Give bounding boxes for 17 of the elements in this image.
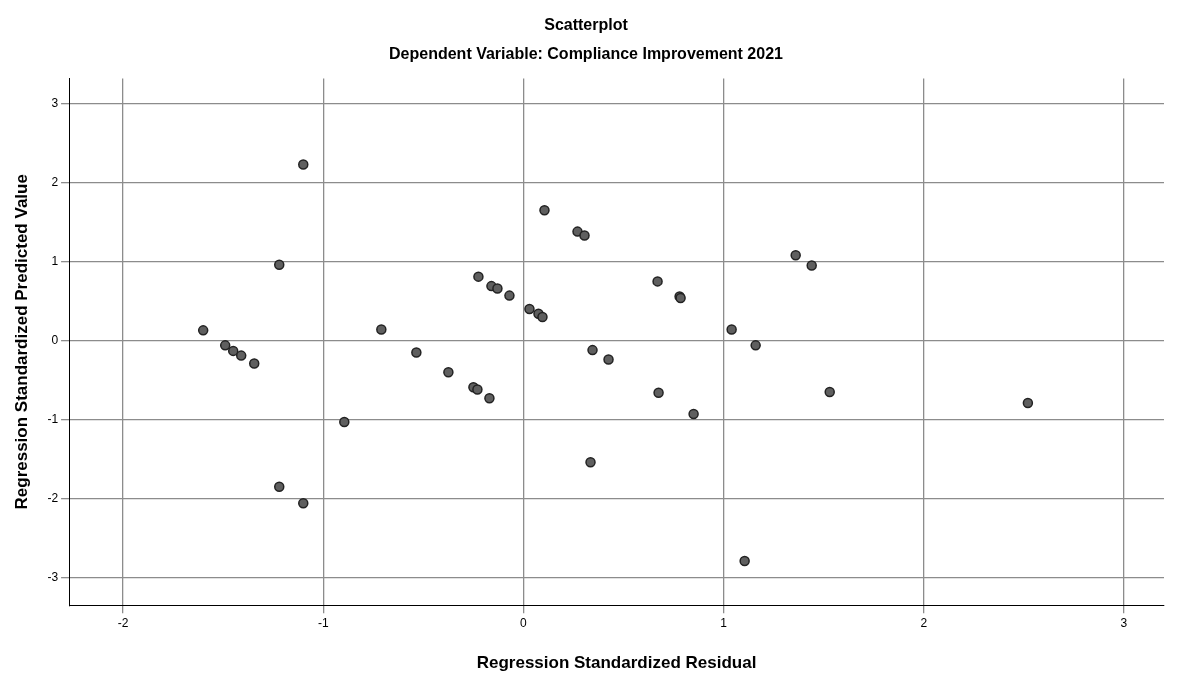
x-tick-label: 1 — [720, 615, 728, 630]
chart-subtitle: Dependent Variable: Compliance Improvement 2021 — [389, 45, 784, 63]
chart-title: Scatterplot — [544, 16, 629, 34]
x-tick-label: 0 — [520, 615, 528, 630]
y-tick-label: 3 — [51, 95, 59, 110]
y-tick-label: -1 — [47, 411, 59, 426]
y-tick-label: 0 — [51, 332, 59, 347]
y-tick-label: 1 — [51, 253, 59, 268]
x-tick-label: -2 — [117, 615, 129, 630]
y-axis-title: Regression Standardized Predicted Value — [11, 174, 31, 510]
y-tick-label: -3 — [47, 569, 59, 584]
x-axis-title: Regression Standardized Residual — [476, 653, 757, 673]
y-tick-label: 2 — [51, 174, 59, 189]
y-tick-label: -2 — [47, 490, 59, 505]
x-tick-label: 2 — [920, 615, 928, 630]
x-tick-label: 3 — [1120, 615, 1128, 630]
x-tick-label: -1 — [317, 615, 329, 630]
